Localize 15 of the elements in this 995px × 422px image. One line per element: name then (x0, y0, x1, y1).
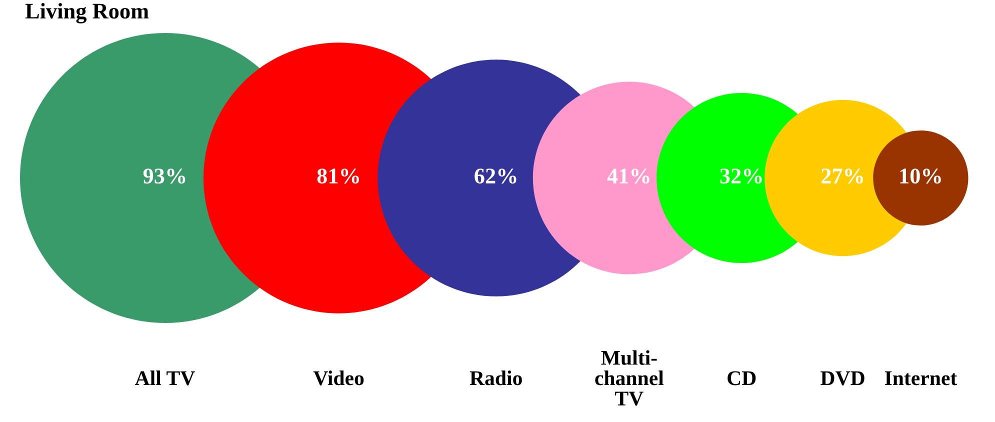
category-label: CD (728, 371, 756, 386)
category-label: All TV (135, 370, 195, 386)
category-label: Internet (884, 371, 958, 386)
data-label: 62% (474, 168, 516, 184)
data-label: 32% (720, 168, 762, 184)
text: Living Room (25, 3, 149, 24)
data-label: 93% (143, 168, 186, 184)
data-label: 10% (900, 168, 941, 184)
category-label: DVD (820, 371, 864, 386)
data-label: 27% (822, 168, 863, 184)
category-label: Radio (470, 370, 522, 386)
category-label: Video (313, 370, 364, 386)
category-label: Multi- channel TV (595, 350, 664, 406)
data-label: 81% (317, 168, 359, 184)
data-label: 41% (607, 168, 650, 184)
